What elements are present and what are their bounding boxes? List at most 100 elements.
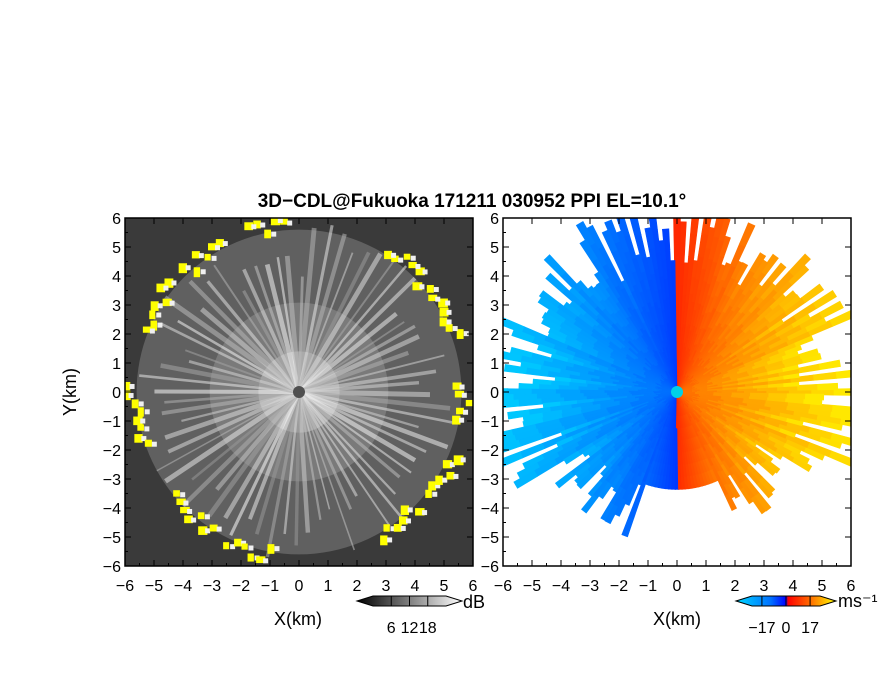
velocity-x-tick-label: 3 [760,578,769,595]
high-reflectivity-cell [156,283,166,293]
high-reflectivity-cell [178,263,188,274]
reflectivity-colorbar: 6 12 18 dB [355,592,485,637]
velocity-cell [786,393,806,400]
velocity-y-tick-label: 3 [490,298,499,315]
high-reflectivity-cell [204,253,211,261]
reflectivity-ray [296,252,383,394]
reflectivity-ray [284,255,302,393]
ring-edge-cell [435,296,441,302]
reflectivity-ray [184,349,300,393]
ring-edge-cell [405,518,411,524]
high-reflectivity-cell [223,542,230,550]
velocity-cell [760,253,779,276]
velocity-cell [788,253,811,277]
reflectivity-ray [298,350,409,394]
high-reflectivity-cell [144,439,152,447]
high-reflectivity-cell [137,407,144,417]
velocity-cell [756,480,774,499]
reflectivity-ray [188,279,301,394]
velocity-y-tick-label: −1 [481,414,499,431]
reflectivity-ray [164,389,301,484]
ring-edge-cell [260,222,266,228]
ring-edge-cell [157,322,163,328]
high-reflectivity-cell [428,294,438,302]
velocity-cell [717,218,731,242]
reflectivity-y-tick-label: 6 [112,211,121,228]
ring-edge-cell [149,328,155,334]
reflectivity-y-tick-label: 1 [112,356,121,373]
reflectivity-ray [181,390,301,508]
high-reflectivity-cell [142,326,151,333]
velocity-image [503,218,851,538]
high-reflectivity-cell [176,498,186,505]
reflectivity-x-tick-label: −6 [116,578,134,595]
ring-edge-cell [453,473,459,479]
reflectivity-x-tick-label: −3 [203,578,221,595]
velocity-x-tick-label: −6 [494,578,512,595]
high-reflectivity-cell [184,515,193,524]
reflectivity-ray [296,233,347,393]
reflectivity-y-tick-label: −6 [103,559,121,576]
high-reflectivity-cell [408,261,417,269]
ring-edge-cell [459,384,465,390]
ring-edge-cell [128,393,134,399]
velocity-cell [818,359,841,371]
colorbar-tick-label: 18 [419,620,437,637]
high-reflectivity-cell [134,434,143,443]
reflectivity-x-tick-label: −5 [145,578,163,595]
ring-edge-cell [422,269,428,275]
ring-edge-cell [215,245,221,251]
reflectivity-colorbar-unit: dB [463,592,485,612]
velocity-x-tick-label: 0 [673,578,682,595]
colorbar-tick-label: 6 [387,620,396,637]
velocity-cell [757,449,774,463]
velocity-y-tick-label: −4 [481,501,499,518]
reflectivity-ray [298,391,404,520]
high-reflectivity-cell [380,535,388,546]
ring-edge-cell [277,218,283,224]
high-reflectivity-cell [439,317,448,327]
velocity-x-tick-label: −3 [581,578,599,595]
velocity-cell [733,262,749,282]
colorbar-tick-label: −17 [748,620,775,637]
velocity-cell [624,489,636,506]
reflectivity-ray [294,391,301,546]
high-reflectivity-cell [415,508,425,516]
reflectivity-axes: −6 −5 −4 −3 −2 −1 0 1 2 3 4 5 6 6 5 4 3 2 1 0 −1 −2 −3 −4 −5 −6 [103,211,478,595]
velocity-cell [754,492,772,512]
high-reflectivity-cell [445,324,453,332]
high-reflectivity-cell [438,298,448,308]
velocity-y-tick-label: −5 [481,530,499,547]
velocity-cell [644,227,655,250]
reflectivity-ray [213,264,300,393]
high-reflectivity-cell [234,538,242,547]
ring-edge-cell [211,255,217,261]
high-reflectivity-cell [191,251,200,259]
reflectivity-x-tick-label: 1 [324,578,333,595]
ring-edge-cell [183,500,189,506]
ring-edge-cell [442,477,448,483]
high-reflectivity-cell [150,320,158,331]
high-reflectivity-cell [131,399,139,409]
velocity-cell [767,262,787,284]
high-reflectivity-cell [125,391,131,401]
ring-edge-cell [129,383,135,389]
velocity-colorbar: −17 0 17 ms⁻¹ [734,591,878,637]
velocity-x-label: X(km) [653,609,701,629]
ring-edge-cell [187,508,193,514]
high-reflectivity-cell [391,255,399,263]
reflectivity-ray [298,265,408,393]
reflectivity-ray [298,391,412,474]
reflectivity-ray [160,322,300,394]
reflectivity-ray [223,390,301,520]
ring-edge-cell [445,300,451,306]
velocity-cell [835,369,851,379]
velocity-x-tick-label: 1 [702,578,711,595]
ring-edge-cell [222,241,228,247]
velocity-y-tick-label: 1 [490,356,499,373]
reflectivity-y-tick-label: −5 [103,530,121,547]
reflectivity-y-tick-label: 4 [112,269,121,286]
reflectivity-ray [156,391,300,472]
reflectivity-x-tick-label: 4 [411,578,420,595]
velocity-cell [554,471,575,489]
